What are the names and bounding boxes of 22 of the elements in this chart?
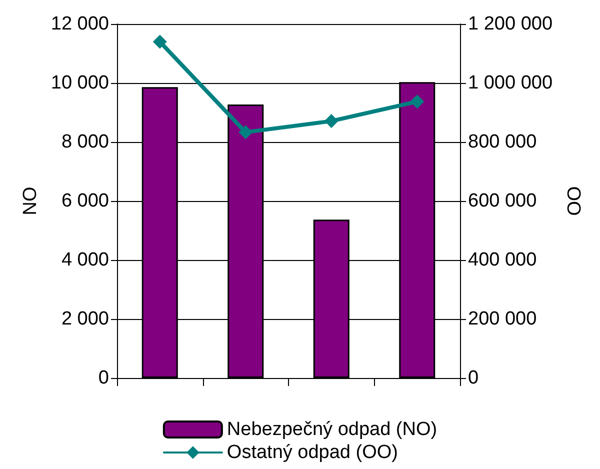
- y-axis-title: NO: [20, 186, 41, 216]
- y-tick-label: 8 000: [61, 132, 109, 152]
- y2-tick-label: 200 000: [468, 308, 537, 330]
- y2-tick-label: 800 000: [468, 132, 537, 152]
- y-tick-label: 6 000: [61, 190, 109, 212]
- y2-tick-label: 1 000 000: [468, 72, 553, 94]
- y-tick-label: 4 000: [61, 250, 109, 270]
- legend-label: Ostatný odpad (OO): [226, 442, 398, 463]
- point: [324, 114, 338, 128]
- y2-tick-label: 400 000: [468, 250, 537, 270]
- point: [238, 125, 253, 140]
- legend-label: Nebezpečný odpad (NO): [226, 419, 438, 440]
- point: [152, 34, 167, 49]
- y-tick-label: 0: [98, 368, 109, 388]
- y2-tick-label: 1 200 000: [468, 14, 553, 34]
- point: [410, 94, 424, 109]
- y2-axis-title: OO: [562, 186, 584, 216]
- y-tick-label: 2 000: [61, 308, 109, 330]
- y-tick-label: 12 000: [50, 14, 109, 34]
- y2-tick-label: 0: [468, 368, 479, 388]
- y-tick-label: 10 000: [50, 72, 109, 94]
- y2-tick-label: 600 000: [468, 190, 537, 212]
